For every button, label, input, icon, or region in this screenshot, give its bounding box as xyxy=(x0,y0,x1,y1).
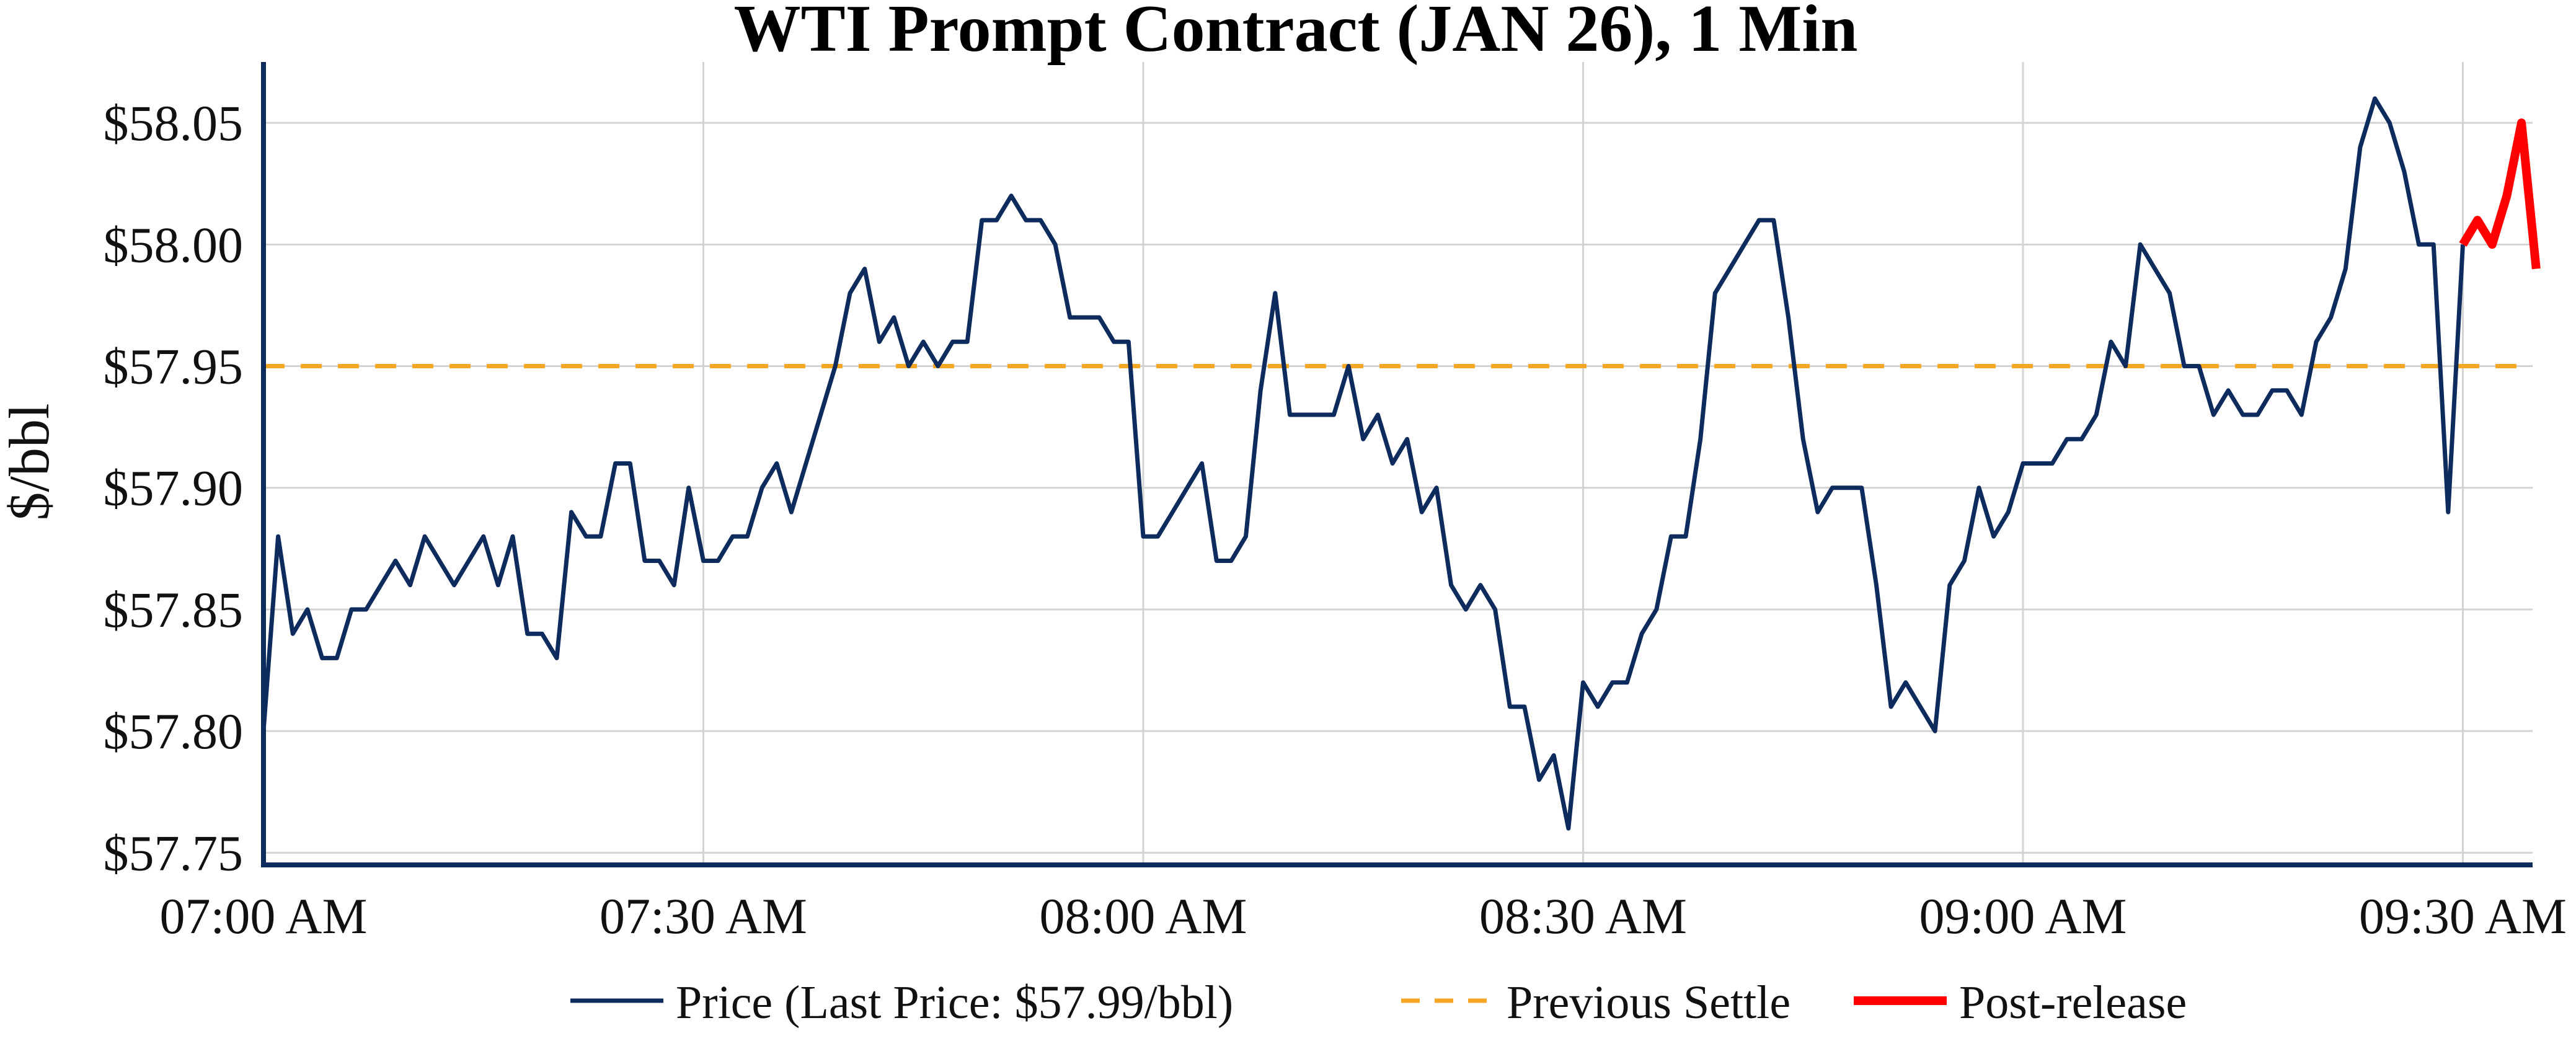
legend-label: Post-release xyxy=(1959,976,2187,1029)
x-tick-label: 09:30 AM xyxy=(2359,888,2567,944)
y-tick-label: $57.75 xyxy=(104,825,244,881)
x-axis-ticks: 07:00 AM 07:30 AM 08:00 AM 08:30 AM 09:00 AM… xyxy=(160,888,2567,944)
y-tick-label: $57.90 xyxy=(104,460,244,516)
series xyxy=(261,96,2541,831)
y-axis-title: $/bbl xyxy=(0,403,61,520)
chart-title: WTI Prompt Contract (JAN 26), 1 Min xyxy=(734,0,1858,66)
legend: Price (Last Price: $57.99/bbl) Previous S… xyxy=(570,976,2187,1029)
y-tick-label: $58.05 xyxy=(104,95,244,151)
y-tick-label: $57.85 xyxy=(104,582,244,638)
post-release-line xyxy=(2459,118,2541,270)
x-tick-label: 08:00 AM xyxy=(1040,888,1247,944)
x-tick-label: 07:30 AM xyxy=(600,888,807,944)
gridlines xyxy=(263,62,2533,865)
price-line xyxy=(261,96,2465,831)
x-tick-label: 07:00 AM xyxy=(160,888,368,944)
y-tick-label: $57.80 xyxy=(104,703,244,760)
y-tick-label: $58.00 xyxy=(104,216,244,273)
y-axis-ticks: $57.75 $57.80 $57.85 $57.90 $57.95 $58.00 $58.… xyxy=(104,95,244,881)
y-tick-label: $57.95 xyxy=(104,339,244,395)
legend-label: Price (Last Price: $57.99/bbl) xyxy=(676,976,1233,1029)
x-tick-label: 08:30 AM xyxy=(1479,888,1687,944)
x-tick-label: 09:00 AM xyxy=(1919,888,2127,944)
legend-label: Previous Settle xyxy=(1507,976,1790,1029)
